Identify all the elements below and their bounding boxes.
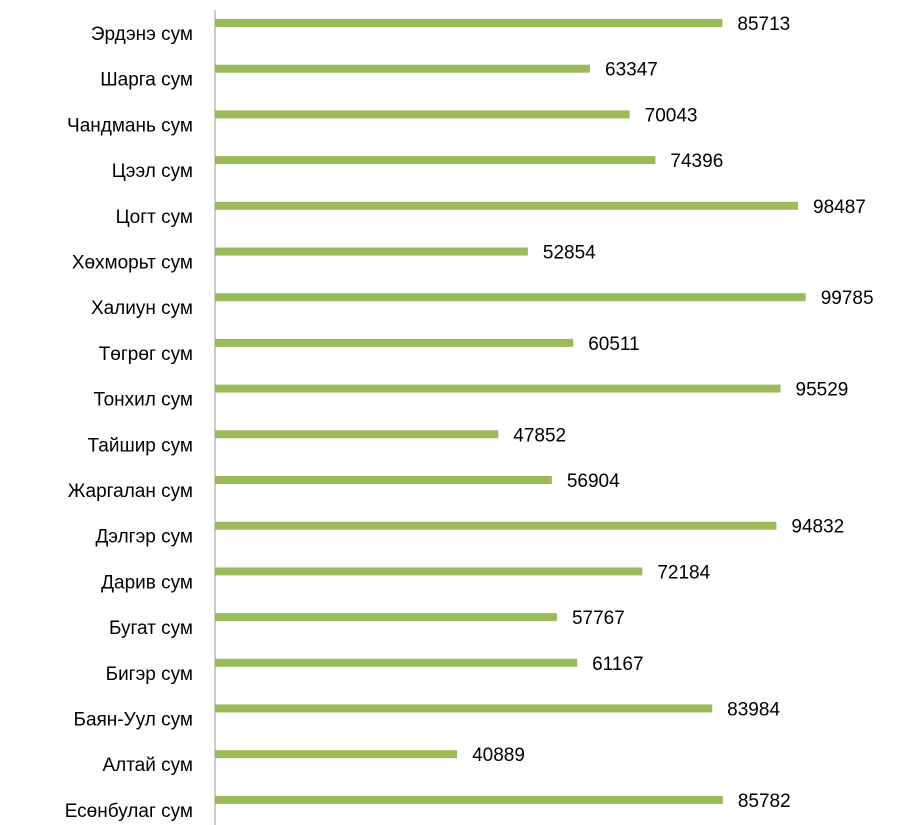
data-label: 85782 <box>738 791 791 812</box>
category-label: Цээл сум <box>112 161 193 182</box>
bar <box>215 704 713 713</box>
data-label: 95529 <box>796 380 849 401</box>
bar <box>215 795 723 804</box>
data-label: 56904 <box>567 471 620 492</box>
data-label: 40889 <box>472 745 525 766</box>
bar <box>215 384 781 393</box>
bar <box>215 567 643 576</box>
bar <box>215 247 528 256</box>
data-label: 99785 <box>821 288 874 309</box>
bar <box>215 156 656 165</box>
bar <box>215 750 458 759</box>
data-label: 70043 <box>645 105 698 126</box>
data-label: 72184 <box>657 562 710 583</box>
bar <box>215 19 723 27</box>
category-label: Алтай сум <box>102 755 193 776</box>
category-label: Цогт сум <box>116 207 193 228</box>
bar <box>215 476 552 484</box>
category-label: Эрдэнэ сум <box>91 24 193 45</box>
category-label: Тайшир сум <box>88 435 193 456</box>
category-label: Халиун сум <box>91 298 193 319</box>
data-label: 74396 <box>670 151 723 172</box>
data-label: 52854 <box>543 243 596 264</box>
category-label: Есөнбулаг сум <box>65 801 193 822</box>
category-label: Чандмань сум <box>67 115 193 136</box>
data-label: 98487 <box>813 197 866 218</box>
bar <box>215 338 574 347</box>
data-label: 47852 <box>513 425 566 446</box>
data-label: 94832 <box>791 517 844 538</box>
category-label: Бигэр сум <box>106 664 193 685</box>
data-label: 61167 <box>592 654 643 675</box>
category-label: Жаргалан сум <box>68 481 193 502</box>
category-label: Шарга сум <box>100 70 193 91</box>
data-label: 85713 <box>737 14 790 35</box>
bar <box>215 293 806 302</box>
bar <box>215 430 499 439</box>
bar <box>215 658 578 667</box>
category-label: Баян-Уул сум <box>73 710 193 731</box>
data-label: 60511 <box>588 334 639 355</box>
bar <box>215 201 799 210</box>
bar <box>215 613 557 622</box>
category-label: Бугат сум <box>109 618 193 639</box>
category-label: Дэлгэр сум <box>95 527 193 548</box>
category-label: Дарив сум <box>101 572 193 593</box>
data-label: 83984 <box>727 700 780 721</box>
bar <box>215 521 777 530</box>
data-label: 57767 <box>572 608 625 629</box>
category-label: Төгрөг сум <box>99 344 193 365</box>
category-label: Хөхморьт сум <box>72 253 193 274</box>
category-label: Тонхил сум <box>93 390 193 411</box>
bar <box>215 64 591 73</box>
data-label: 63347 <box>605 60 658 81</box>
bar <box>215 110 630 119</box>
